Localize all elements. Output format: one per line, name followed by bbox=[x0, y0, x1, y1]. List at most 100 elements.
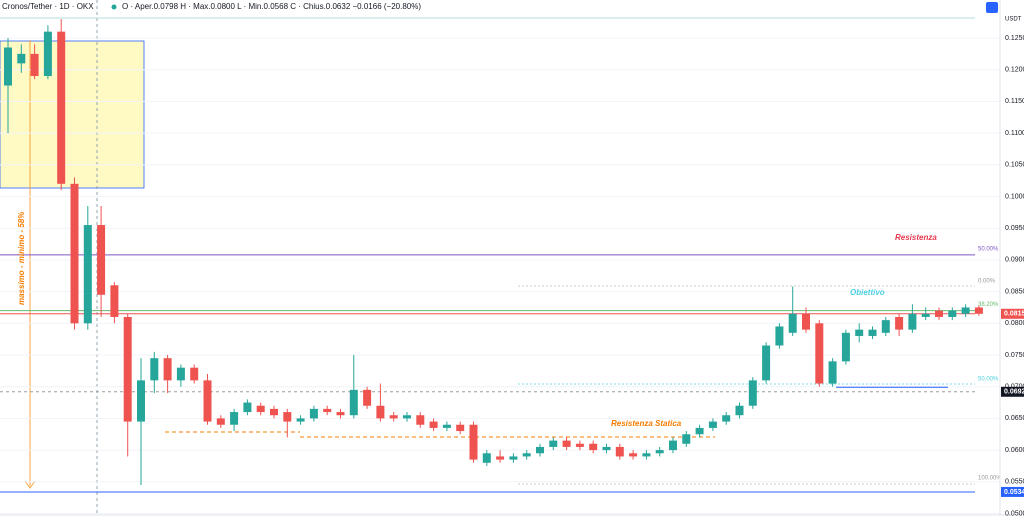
y-tick-label: 0.1100 bbox=[1005, 130, 1024, 137]
price-tag-label: 0.0692 bbox=[1004, 389, 1024, 396]
candle-body bbox=[775, 326, 784, 346]
candle-body bbox=[496, 456, 505, 460]
price-axis bbox=[1000, 0, 1024, 523]
candle-body bbox=[416, 415, 425, 425]
candle-body bbox=[442, 424, 451, 428]
candle-body bbox=[908, 313, 917, 330]
candle-body bbox=[137, 380, 145, 422]
candle-body bbox=[802, 313, 810, 330]
fib-label: 50.00% bbox=[978, 246, 999, 252]
candle-body bbox=[97, 225, 106, 295]
candle-body bbox=[841, 332, 850, 362]
candle-body bbox=[536, 446, 544, 454]
candle-body bbox=[482, 453, 491, 463]
candle-body bbox=[376, 405, 385, 419]
fib-label: 38.20% bbox=[978, 302, 999, 308]
candle-body bbox=[363, 389, 372, 406]
settings-button[interactable] bbox=[986, 2, 998, 13]
price-tag-label: 0.0815 bbox=[1004, 311, 1024, 318]
candle-body bbox=[270, 408, 278, 416]
candle-body bbox=[748, 380, 757, 406]
candle-body bbox=[655, 450, 664, 454]
candle-body bbox=[762, 345, 771, 381]
title: Cronos/Tether · 1D · OKX bbox=[2, 2, 94, 11]
fib-label: 100.00% bbox=[978, 476, 1002, 482]
candle-body bbox=[828, 361, 837, 384]
candle-body bbox=[549, 440, 558, 447]
candle-body bbox=[230, 412, 239, 425]
candle-body bbox=[682, 434, 691, 444]
ohlc: O · Aper.0.0798 H · Max.0.0800 L · Min.0… bbox=[122, 2, 421, 11]
candle-body bbox=[868, 329, 877, 336]
annotation: Resistenza bbox=[895, 233, 937, 242]
candle-body bbox=[921, 313, 930, 317]
candle-body bbox=[788, 313, 797, 333]
candle-body bbox=[203, 380, 212, 422]
y-tick-label: 0.0800 bbox=[1005, 320, 1024, 327]
candle-body bbox=[243, 402, 252, 413]
candle-body bbox=[642, 453, 651, 457]
candle-body bbox=[256, 405, 265, 413]
candle-body bbox=[509, 456, 518, 460]
candle-body bbox=[708, 421, 717, 428]
candle-body bbox=[389, 415, 398, 419]
candle-body bbox=[456, 424, 465, 432]
candle-body bbox=[948, 310, 957, 317]
price-tag bbox=[1001, 486, 1024, 497]
candle-body bbox=[935, 310, 943, 317]
status-dot bbox=[111, 4, 117, 10]
annotation: Obiettivo bbox=[850, 288, 885, 297]
candle-body bbox=[881, 320, 890, 333]
fib-label: 0.00% bbox=[978, 279, 996, 285]
annotation: massimo - minimo - 58% bbox=[17, 212, 26, 305]
candle-body bbox=[522, 453, 531, 457]
candle-body bbox=[575, 443, 584, 447]
candle-body bbox=[296, 418, 305, 422]
annotation: Resistenza Statica bbox=[611, 419, 682, 428]
candle-body bbox=[669, 440, 677, 451]
candle-body bbox=[30, 53, 39, 77]
candle-body bbox=[735, 405, 744, 416]
y-tick-label: 0.1150 bbox=[1005, 98, 1024, 105]
candle-body bbox=[722, 415, 731, 422]
candle-body bbox=[961, 307, 970, 314]
candle-body bbox=[602, 446, 611, 451]
candle-body bbox=[615, 446, 624, 457]
candle-body bbox=[70, 183, 79, 324]
fib-label: 50.00% bbox=[978, 377, 999, 383]
candle-body bbox=[110, 285, 119, 317]
candle-body bbox=[216, 418, 225, 425]
price-tag bbox=[1001, 308, 1024, 319]
candle-body bbox=[855, 329, 864, 336]
candle-body bbox=[323, 408, 332, 413]
candle-body bbox=[17, 53, 26, 64]
candle-body bbox=[43, 31, 52, 77]
candle-body bbox=[336, 412, 345, 416]
range-box bbox=[0, 40, 145, 189]
price-tag-label: 0.0534 bbox=[1004, 489, 1024, 496]
candle-body bbox=[283, 412, 292, 422]
candle-body bbox=[895, 316, 904, 330]
candle-body bbox=[974, 307, 983, 314]
plot: 50.00% 38.20% bbox=[0, 18, 1000, 514]
candle-body bbox=[176, 367, 185, 381]
candle-body bbox=[4, 47, 12, 86]
candle-body bbox=[150, 358, 159, 381]
candle-body bbox=[309, 408, 318, 419]
candle-body bbox=[349, 389, 358, 416]
candle-body bbox=[83, 225, 92, 324]
candle-body bbox=[815, 323, 824, 384]
arrow-head bbox=[24, 480, 36, 489]
